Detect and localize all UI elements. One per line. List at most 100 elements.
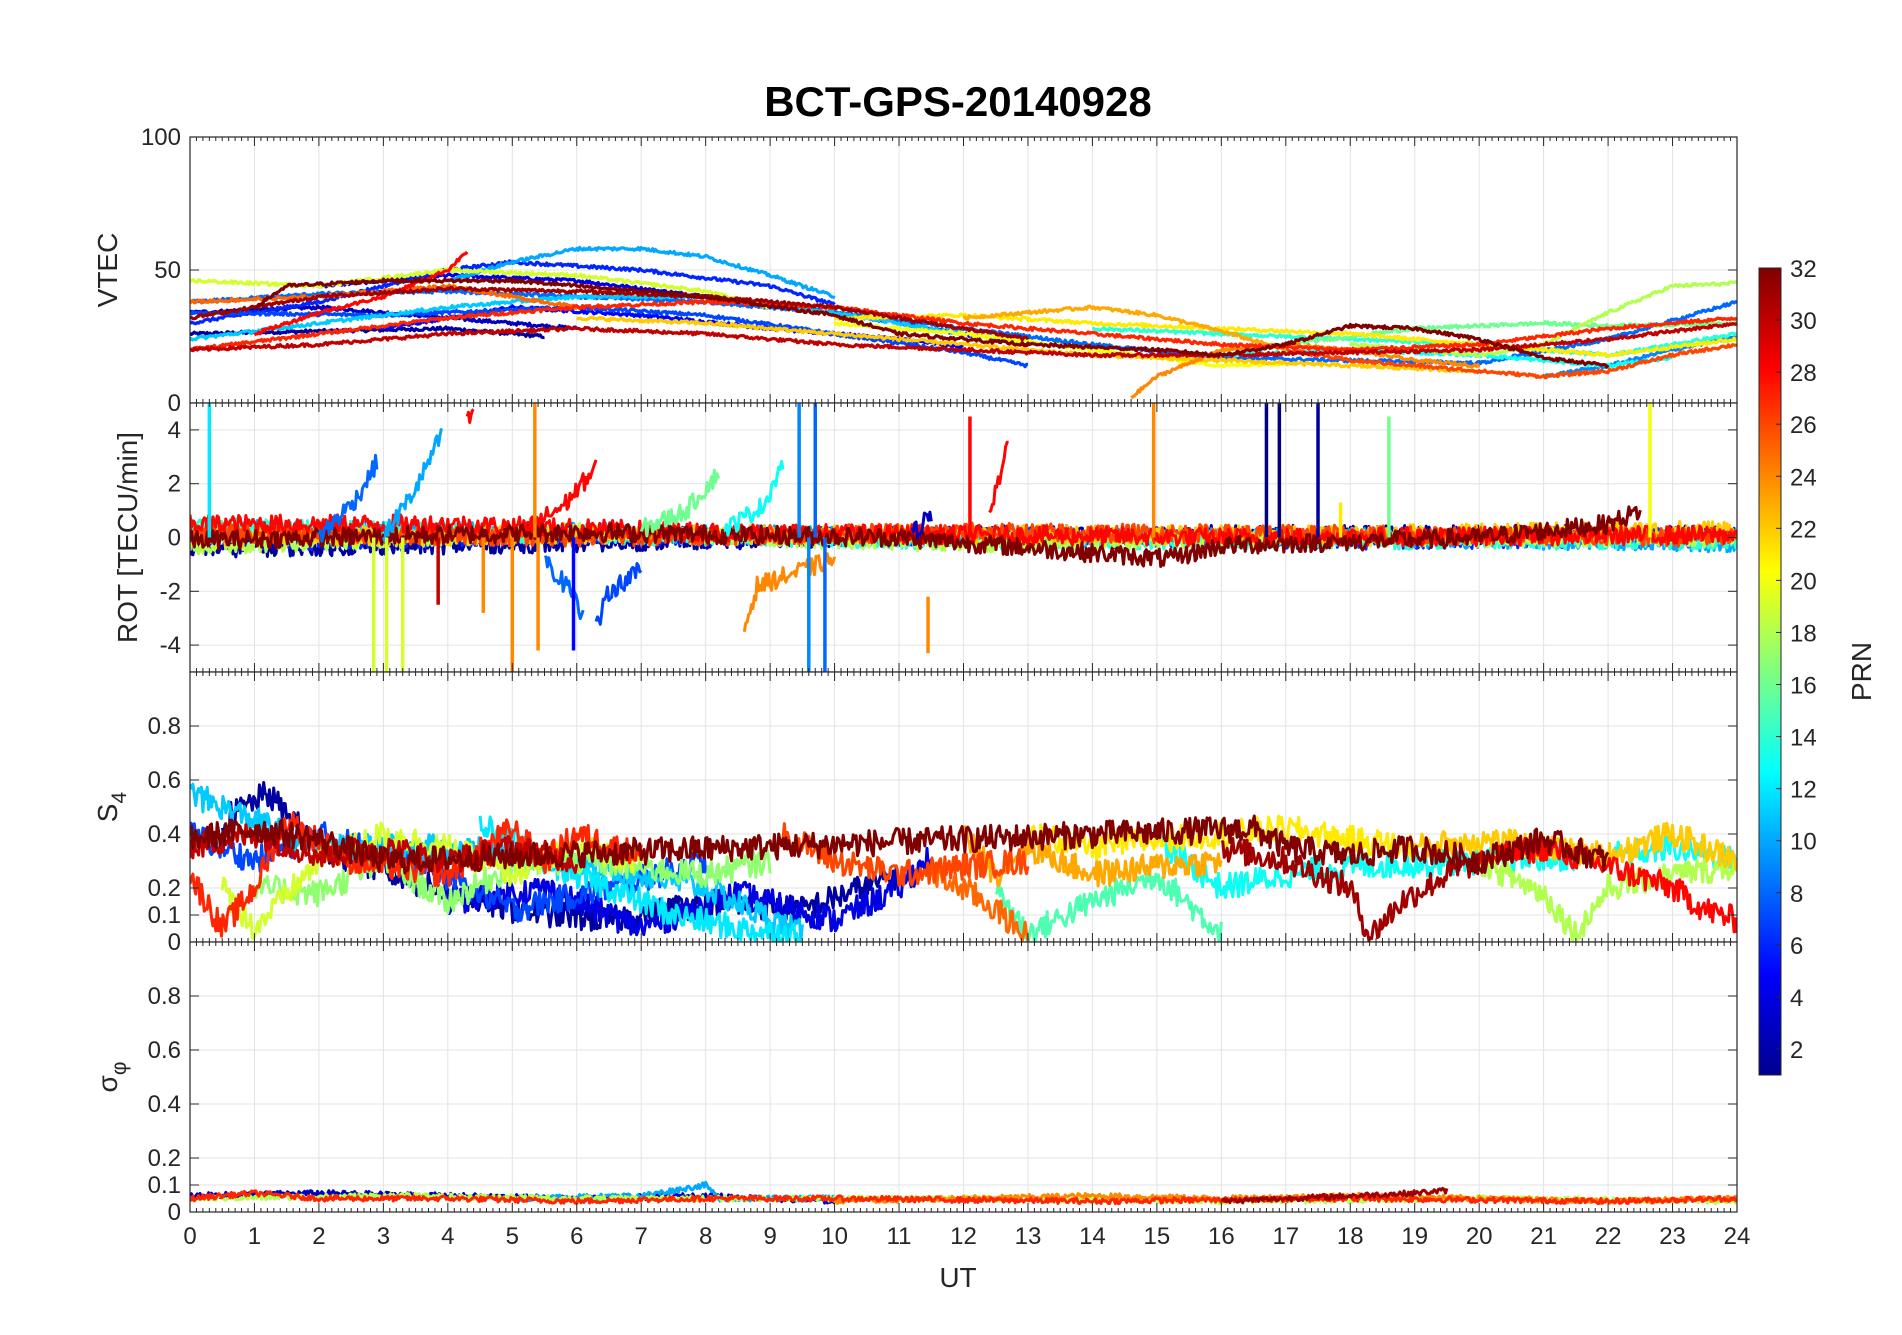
y-tick-label: 0.1 — [148, 1172, 181, 1199]
x-tick-label: 14 — [1079, 1223, 1106, 1250]
y-tick-label: 0.2 — [148, 1145, 181, 1172]
colorbar-tick-label: 6 — [1790, 933, 1803, 960]
series-line-prn-16 — [639, 468, 721, 538]
x-ticks — [189, 403, 1738, 672]
y-tick-label: 0.4 — [148, 1091, 181, 1118]
colorbar-tick-label: 4 — [1790, 985, 1803, 1012]
y-tick-label: 0.8 — [148, 983, 181, 1010]
x-tick-label: 1 — [248, 1223, 261, 1250]
x-tick-label: 7 — [635, 1223, 648, 1250]
colorbar-tick-label: 16 — [1790, 673, 1817, 700]
x-tick-label: 9 — [763, 1223, 776, 1250]
series-line-prn-30 — [190, 823, 579, 874]
x-tick-label: 13 — [1015, 1223, 1042, 1250]
x-tick-label: 17 — [1272, 1223, 1299, 1250]
y-tick-label: 0.6 — [148, 1037, 181, 1064]
series-line-prn-27 — [190, 299, 1737, 353]
panel-s4: 00.10.2 0.4 0.6 0.8 S4 — [92, 671, 1738, 956]
y-tick-label: 0.1 — [148, 902, 181, 929]
x-tick-label: 23 — [1659, 1223, 1686, 1250]
series-line-prn-27 — [190, 1189, 1737, 1206]
panel-vtec: 0 50 100 VTEC — [92, 124, 1738, 417]
series-line-prn-28 — [523, 459, 598, 532]
y-axis-label-s4: S4 — [92, 792, 131, 823]
series-line-prn-32 — [190, 814, 1610, 875]
x-tick-label: 12 — [950, 1223, 977, 1250]
x-tick-label: 20 — [1466, 1223, 1493, 1250]
colorbar-tick-label: 24 — [1790, 464, 1817, 491]
x-tick-label: 19 — [1401, 1223, 1428, 1250]
x-tick-label: 15 — [1144, 1223, 1171, 1250]
x-axis-label: UT — [939, 1262, 976, 1293]
x-tick-label: 4 — [441, 1223, 454, 1250]
y-tick-label: -2 — [160, 578, 181, 605]
x-tick-label: 5 — [506, 1223, 519, 1250]
y-tick-label: 50 — [154, 257, 181, 284]
series-line-prn-7 — [594, 562, 643, 626]
x-ticks — [189, 672, 1738, 942]
series-line-prn-32 — [190, 505, 1642, 568]
y-axis-label-main: S — [92, 804, 123, 823]
x-tick-label: 0 — [183, 1223, 196, 1250]
x-tick-label: 11 — [887, 1223, 912, 1250]
y-tick-label: 0.2 — [148, 875, 181, 902]
x-tick-label: 6 — [570, 1223, 583, 1250]
series-line-prn-26 — [1285, 343, 1737, 380]
series-line-prn-31 — [190, 285, 1030, 342]
colorbar-tick-label: 22 — [1790, 516, 1817, 543]
series-line-prn-7 — [190, 304, 1029, 369]
x-tick-label: 22 — [1595, 1223, 1622, 1250]
x-tick-labels: 0 1 2 3 4 5 6 7 8 9 10 11 12 13 14 15 16 17 18 19 20 21 22 23 24 — [183, 1223, 1750, 1250]
x-tick-label: 24 — [1724, 1223, 1751, 1250]
colorbar-tick-label: 12 — [1790, 777, 1817, 804]
colorbar-tick-label: 26 — [1790, 412, 1817, 439]
series-line-prn-24 — [742, 552, 837, 633]
x-ticks — [189, 137, 1738, 403]
series-line-prn-4 — [446, 846, 933, 937]
series-line-prn-11 — [190, 293, 964, 342]
y-tick-label: 0.4 — [148, 821, 181, 848]
x-tick-label: 2 — [312, 1223, 325, 1250]
y-axis-label-sigma: σφ — [92, 1062, 131, 1093]
plot-area — [190, 781, 1737, 942]
series-line-prn-30 — [190, 322, 1737, 359]
x-tick-label: 21 — [1530, 1223, 1557, 1250]
panel-sigma: 00.10.2 0.4 0.6 0.8 σφ — [92, 941, 1738, 1226]
series-line-prn-32 — [254, 277, 1610, 369]
series-line-prn-15 — [994, 869, 1223, 942]
series-line-prn-8 — [544, 555, 585, 620]
series-line-prn-10 — [381, 428, 443, 543]
series-line-prn-28 — [253, 250, 469, 337]
y-axis-label-rot: ROT [TECU/min] — [112, 432, 143, 643]
x-ticks — [189, 942, 1738, 1212]
x-tick-label: 10 — [821, 1223, 848, 1250]
series-line-prn-13 — [1155, 830, 1737, 899]
series-line-prn-23 — [962, 304, 1287, 352]
x-tick-label: 18 — [1337, 1223, 1364, 1250]
colorbar-tick-label: 32 — [1790, 256, 1817, 283]
y-axis-label-subscript: 4 — [108, 792, 131, 804]
colorbar-tick-label: 20 — [1790, 568, 1817, 595]
colorbar-tick-label: 8 — [1790, 881, 1803, 908]
y-tick-label: 4 — [168, 417, 181, 444]
panel-rot: -4 -2 0 2 4 ROT [TECU/min] — [112, 402, 1738, 673]
plot-area — [190, 1180, 1737, 1206]
colorbar-label: PRN — [1846, 642, 1877, 701]
series-line-prn-31 — [1220, 837, 1481, 942]
y-tick-label: -4 — [160, 632, 181, 659]
y-axis-label-vtec: VTEC — [92, 233, 123, 308]
series-line-prn-28 — [465, 408, 475, 424]
y-tick-label: 0.8 — [148, 713, 181, 740]
chart-title: BCT-GPS-20140928 — [764, 78, 1152, 125]
series-line-prn-28 — [988, 440, 1009, 514]
y-tick-label: 0.6 — [148, 767, 181, 794]
series-line-prn-18 — [1477, 849, 1737, 942]
y-tick-label: 0 — [168, 390, 181, 417]
colorbar-tick-label: 14 — [1790, 725, 1817, 752]
y-tick-label: 0 — [168, 929, 181, 956]
series-line-prn-27 — [190, 811, 643, 938]
plot-area — [190, 403, 1737, 672]
